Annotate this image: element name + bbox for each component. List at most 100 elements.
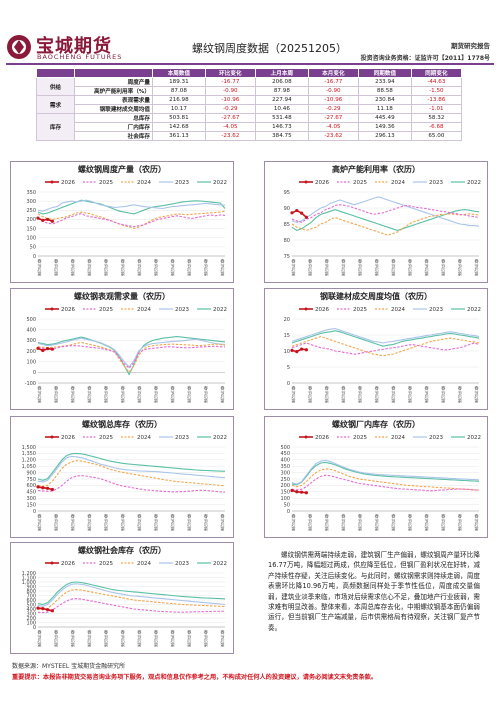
header-cell: 同期变化 — [410, 68, 463, 78]
x-tick-label: 春节后第 — [170, 385, 176, 405]
series-line-2024 — [291, 213, 480, 236]
x-tick-label: 春节后第 — [186, 513, 192, 533]
x-tick-label: 春节后第 — [203, 629, 209, 649]
y-tick-label: 0 — [33, 509, 36, 515]
x-tick-label: 春节后第 — [291, 513, 297, 533]
data-point-2026 — [304, 215, 308, 219]
x-tick-label: 春节后第 — [186, 385, 192, 405]
row-item-label: 社会库存 — [74, 131, 153, 141]
series-line-2022 — [291, 330, 480, 347]
x-tick-label: 春节后第 — [220, 629, 226, 649]
logo-mark-icon — [7, 35, 31, 59]
data-point-2026 — [50, 609, 54, 613]
x-tick-label: 春节后第 — [153, 629, 159, 649]
y-tick-label: 80 — [284, 238, 290, 244]
chart-mill-inventory: 螺纹钢厂内库存（农历） 2026 2025 2024 2023 2022 0 50 100 150… — [264, 416, 488, 538]
x-axis: 春节后第 春节后第 春节后第 春节后第 春节后第 春节后第 春节后第 春节后第 春节后第 春节后第… — [37, 513, 226, 533]
chart-total-inventory: 螺纹钢总库存（农历） 2026 2025 2024 2023 2022 0 150 300 450… — [10, 416, 234, 538]
x-axis: 春节后第 春节后第 春节后第 春节后第 春节后第 春节后第 春节后第 春节后第 春节后第 春节后第… — [37, 258, 226, 278]
y-tick-label: 400 — [26, 607, 36, 613]
y-tick-label: 450 — [26, 490, 36, 496]
data-point-2026 — [299, 211, 304, 215]
data-point-2026 — [36, 606, 40, 610]
y-axis: 0 5 10 15 20 — [284, 317, 479, 387]
y-tick-label: -100 — [25, 381, 36, 387]
value-cell: 11.18 — [357, 104, 412, 114]
x-axis: 春节后第 春节后第 春节后第 春节后第 春节后第 春节后第 春节后第 春节后第 春节后第 春节后第… — [291, 258, 480, 278]
row-item-label: 表观需求量 — [74, 95, 153, 105]
row-item-label: 总库存 — [74, 113, 153, 123]
legend-marker — [304, 180, 308, 184]
x-tick-label: 春节后第 — [37, 629, 43, 649]
x-axis: 春节后第 春节后第 春节后第 春节后第 春节后第 春节后第 春节后第 春节后第 春节后第 春节后第… — [37, 385, 226, 405]
header-cell: 本周数值 — [152, 68, 206, 78]
x-tick-label: 春节后第 — [203, 513, 209, 533]
x-tick-label: 春节后第 — [374, 385, 380, 405]
summary-row: 供给 周度产量 189.31 -16.77 206.08 -16.77 233.94 -44.… — [36, 77, 463, 96]
header-cell: 本月变化 — [307, 68, 359, 78]
data-point-2026 — [290, 211, 294, 215]
x-tick-label: 春节后第 — [341, 258, 347, 278]
x-tick-label: 春节后第 — [136, 629, 142, 649]
y-tick-label: 200 — [26, 616, 36, 622]
summary-row: 需求 表观需求量 216.98 -10.96 227.94 -10.96 230.84 -13… — [36, 95, 463, 114]
disclaimer: 重要提示：本报告非期货交易咨询业务项下服务，观点和信息仅作参考之用，不构成对任何… — [12, 674, 378, 681]
data-point-2026 — [41, 218, 45, 222]
y-tick-label: 350 — [280, 464, 290, 470]
legend-label: 2024 — [137, 180, 151, 186]
legend-label: 2026 — [61, 561, 75, 567]
x-tick-label: 春节后第 — [37, 258, 43, 278]
y-tick-label: 300 — [26, 338, 36, 344]
y-tick-label: 0 — [33, 254, 36, 260]
y-tick-label: 1,500 — [22, 445, 36, 451]
value-cell: 361.13 — [152, 131, 206, 141]
y-tick-label: 600 — [26, 598, 36, 604]
x-tick-label: 春节后第 — [440, 258, 446, 278]
value-cell: -0.29 — [204, 104, 256, 114]
y-tick-label: 1,200 — [22, 571, 36, 577]
y-tick-label: 700 — [26, 593, 36, 599]
legend-label: 2023 — [175, 435, 189, 441]
legend-label: 2024 — [391, 307, 405, 313]
chart-legend: 2026 2025 2024 2023 2022 — [299, 435, 481, 441]
x-tick-label: 春节后第 — [87, 385, 93, 405]
data-point-2026 — [45, 217, 50, 222]
chart-title: 螺纹钢表观需求量（农历） — [74, 292, 170, 301]
value-cell: 503.81 — [152, 113, 206, 123]
row-item-label: 厂内库存 — [74, 122, 153, 132]
y-tick-label: 20 — [284, 317, 290, 323]
x-tick-label: 春节后第 — [220, 258, 226, 278]
data-source: 数据来源：MYSTEEL 宝城期货金融研究所 — [12, 663, 126, 670]
data-point-2026 — [36, 485, 40, 489]
y-tick-label: 50 — [30, 245, 36, 251]
header-cell — [36, 68, 75, 78]
legend-label: 2022 — [213, 435, 227, 441]
x-tick-label: 春节后第 — [374, 513, 380, 533]
series-line-2025 — [37, 345, 226, 369]
report-header: 宝城期货 BAOCHENG FUTURES 螺纹钢周度数据（20251205） … — [0, 0, 500, 66]
logo-chinese-name: 宝城期货 — [36, 36, 112, 57]
y-tick-label: 800 — [26, 589, 36, 595]
series-line-2026 — [291, 348, 307, 353]
legend-label: 2025 — [99, 180, 113, 186]
y-tick-label: 600 — [26, 483, 36, 489]
value-cell: 384.75 — [254, 131, 309, 141]
series-line-2024 — [37, 589, 226, 611]
chart-svg: 2026 2025 2024 2023 2022 05010015020025030035… — [280, 435, 481, 533]
x-tick-label: 春节后第 — [374, 258, 380, 278]
y-tick-label: 200 — [26, 349, 36, 355]
summary-row: 高炉产能利用率（%） 87.08 -0.90 87.98 -0.90 88.58 -1.50 — [37, 86, 463, 96]
y-tick-label: 300 — [26, 199, 36, 205]
data-point-2026 — [304, 491, 308, 495]
x-tick-label: 春节后第 — [291, 385, 297, 405]
x-tick-label: 春节后第 — [186, 258, 192, 278]
x-tick-label: 春节后第 — [474, 258, 480, 278]
chart-svg: 2026 2025 2024 2023 202205010015020025030035… — [26, 180, 227, 278]
chart-legend: 2026 2025 2024 2023 2022 — [45, 307, 227, 313]
x-tick-label: 春节后第 — [53, 385, 59, 405]
value-cell: 87.98 — [254, 86, 309, 96]
x-tick-label: 春节后第 — [170, 513, 176, 533]
x-tick-label: 春节后第 — [70, 513, 76, 533]
